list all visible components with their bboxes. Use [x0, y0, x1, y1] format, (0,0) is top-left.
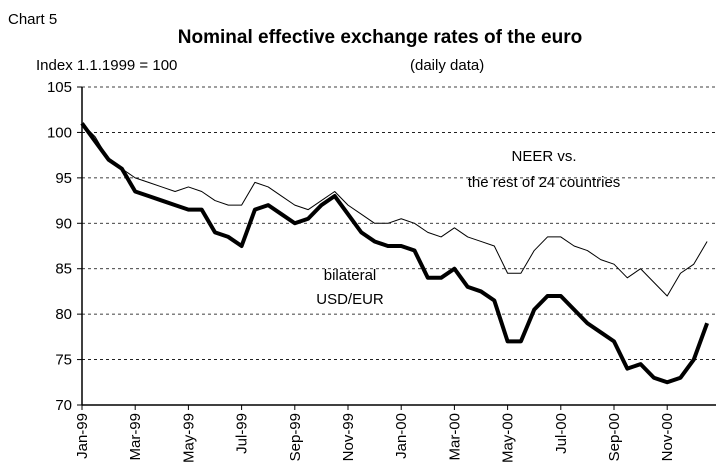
x-tick-label: Nov-99 — [340, 413, 357, 461]
x-tick-label: Sep-99 — [287, 413, 304, 461]
x-tick-label: May-00 — [500, 413, 517, 463]
y-tick-label: 75 — [55, 352, 72, 369]
note: (daily data) — [410, 57, 484, 74]
x-tick-label: Mar-00 — [446, 413, 463, 461]
y-tick-label: 85 — [55, 261, 72, 278]
x-tick-label: Nov-00 — [659, 413, 676, 461]
line-series — [81, 122, 708, 297]
annotation: USD/EUR — [316, 291, 384, 308]
line-series — [80, 122, 709, 385]
y-tick-label: 100 — [47, 124, 72, 141]
chart-title: Nominal effective exchange rates of the … — [178, 27, 582, 48]
x-tick-label: Jan-00 — [393, 413, 410, 459]
y-tick-label: 90 — [55, 215, 72, 232]
annotation: bilateral — [324, 267, 377, 284]
x-tick-label: Jul-99 — [234, 413, 251, 454]
annotation: NEER vs. — [511, 148, 576, 165]
subtitle: Index 1.1.1999 = 100 — [36, 57, 177, 74]
y-tick-label: 95 — [55, 170, 72, 187]
x-tick-label: Jan-99 — [74, 413, 91, 459]
x-tick-label: Mar-99 — [127, 413, 144, 461]
y-tick-label: 80 — [55, 306, 72, 323]
chart-label: Chart 5 — [8, 11, 57, 28]
x-tick-label: Jul-00 — [553, 413, 570, 454]
annotation: the rest of 24 countries — [468, 174, 621, 191]
x-tick-label: Sep-00 — [606, 413, 623, 461]
x-tick-label: May-99 — [180, 413, 197, 463]
y-tick-label: 105 — [47, 79, 72, 96]
y-tick-label: 70 — [55, 397, 72, 414]
